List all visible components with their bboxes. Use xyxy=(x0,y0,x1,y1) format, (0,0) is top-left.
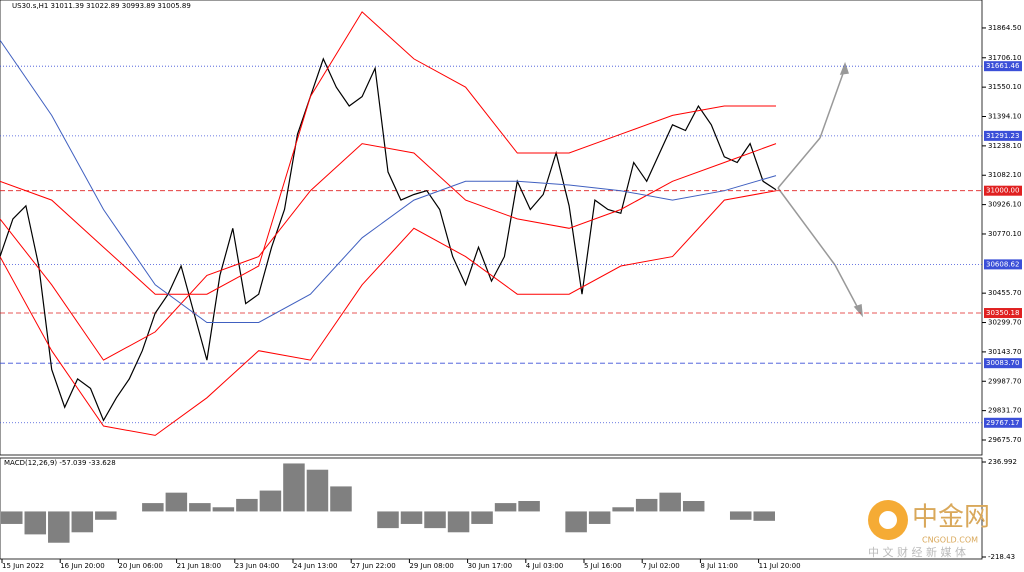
level-tag xyxy=(984,417,1022,428)
x-tick-label: 7 Jul 02:00 xyxy=(642,562,680,570)
macd-bar xyxy=(588,511,611,524)
macd-bar xyxy=(377,511,399,529)
macd-bar xyxy=(306,469,329,512)
x-tick-label: 15 Jun 2022 xyxy=(2,562,44,570)
x-tick-label: 16 Jun 20:00 xyxy=(60,562,104,570)
level-label: 30350.18 xyxy=(986,309,1019,317)
y-tick-label: 30143.70 xyxy=(988,348,1021,356)
macd-bar xyxy=(212,507,235,512)
macd-bar xyxy=(71,511,94,533)
macd-bar xyxy=(682,501,705,512)
indicator-line xyxy=(0,39,777,323)
macd-bar xyxy=(494,503,517,512)
level-tag xyxy=(984,185,1022,196)
macd-bar xyxy=(48,511,70,543)
x-tick-label: 11 Jul 20:00 xyxy=(759,562,801,570)
y-tick-label: 30926.10 xyxy=(988,201,1021,209)
level-tag xyxy=(984,308,1022,319)
macd-bar xyxy=(471,511,493,524)
macd-bar xyxy=(635,498,658,512)
macd-bar xyxy=(283,463,305,512)
macd-bar xyxy=(165,492,188,512)
macd-bar xyxy=(753,511,775,521)
y-tick-label: 29831.70 xyxy=(988,407,1021,415)
watermark-tagline: 中 文 财 经 新 媒 体 xyxy=(868,545,966,559)
x-tick-label: 21 Jun 18:00 xyxy=(177,562,221,570)
macd-bar xyxy=(612,507,634,512)
x-tick-label: 8 Jul 11:00 xyxy=(700,562,738,570)
macd-bar xyxy=(447,511,470,533)
level-tag xyxy=(984,358,1022,369)
y-tick-label: 31238.10 xyxy=(988,142,1021,150)
x-tick-label: 4 Jul 03:00 xyxy=(526,562,564,570)
macd-bar xyxy=(1,511,23,524)
x-tick-label: 30 Jun 17:00 xyxy=(468,562,512,570)
y-tick-label: 30299.70 xyxy=(988,319,1021,327)
watermark-brand: 中金网 xyxy=(912,503,990,533)
x-tick-label: 27 Jun 22:00 xyxy=(351,562,395,570)
macd-bar xyxy=(565,511,587,533)
y-tick-label: 31706.10 xyxy=(988,54,1021,62)
level-tag xyxy=(984,259,1022,270)
level-label: 30608.62 xyxy=(986,260,1019,268)
x-tick-label: 24 Jun 13:00 xyxy=(293,562,337,570)
macd-bar xyxy=(659,492,681,512)
forecast-arrows xyxy=(777,61,863,318)
watermark-domain: CNGOLD.COM xyxy=(922,536,978,545)
x-tick-label: 29 Jun 08:00 xyxy=(409,562,453,570)
price-line xyxy=(0,57,777,422)
chart-title: US30.s,H1 31011.39 31022.89 30993.89 310… xyxy=(12,2,191,10)
level-label: 31291.23 xyxy=(986,132,1019,140)
y-tick-label: 31864.50 xyxy=(988,24,1021,32)
macd-tick-label: 236.992 xyxy=(988,458,1017,466)
y-tick-label: 30770.10 xyxy=(988,230,1021,238)
macd-bar xyxy=(142,503,164,512)
level-label: 31000.00 xyxy=(986,187,1019,195)
level-label: 29767.17 xyxy=(986,419,1019,427)
macd-bar xyxy=(24,511,47,535)
macd-bar xyxy=(330,486,352,512)
watermark: 中金网 CNGOLD.COM 中 文 财 经 新 媒 体 xyxy=(868,500,990,559)
macd-title: MACD(12,26,9) -57.039 -33.628 xyxy=(4,459,116,467)
main-pane xyxy=(0,0,983,456)
level-tag xyxy=(984,130,1022,141)
macd-pane xyxy=(0,457,983,560)
indicator-line xyxy=(0,11,776,295)
macd-bar xyxy=(236,498,258,512)
y-tick-label: 31082.10 xyxy=(988,171,1021,179)
macd-bar xyxy=(400,511,423,524)
macd-bar xyxy=(729,511,752,520)
level-tag xyxy=(984,61,1022,72)
macd-tick-label: -218.43 xyxy=(988,553,1015,561)
y-tick-label: 29675.70 xyxy=(988,436,1021,444)
macd-bar xyxy=(259,490,282,512)
x-tick-label: 23 Jun 04:00 xyxy=(235,562,279,570)
macd-bar xyxy=(189,503,211,512)
y-tick-label: 31394.10 xyxy=(988,113,1021,121)
level-label: 30083.70 xyxy=(986,359,1019,367)
x-tick-label: 5 Jul 16:00 xyxy=(584,562,622,570)
macd-bar xyxy=(518,501,540,512)
x-tick-label: 20 Jun 06:00 xyxy=(118,562,162,570)
y-tick-label: 31550.10 xyxy=(988,83,1021,91)
y-tick-label: 29987.70 xyxy=(988,377,1021,385)
indicator-line xyxy=(0,190,777,436)
y-tick-label: 30455.70 xyxy=(988,289,1021,297)
level-label: 31661.46 xyxy=(986,62,1020,70)
macd-bar xyxy=(424,511,446,529)
macd-bar xyxy=(95,511,117,520)
